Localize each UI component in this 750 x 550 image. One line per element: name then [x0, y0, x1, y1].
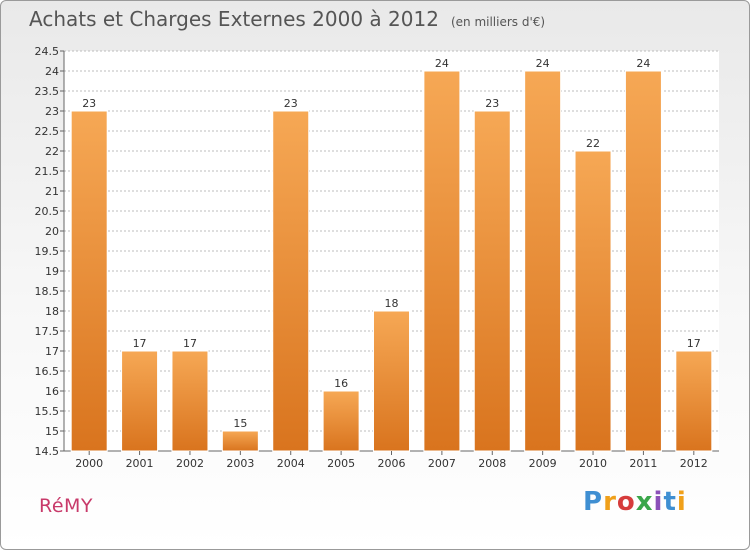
- logo-letter: i: [653, 487, 664, 517]
- data-label: 16: [334, 377, 348, 390]
- y-tick-label: 20.5: [35, 205, 60, 218]
- y-tick-label: 19: [45, 265, 59, 278]
- y-tick-label: 19.5: [35, 245, 60, 258]
- x-tick-label: 2001: [126, 457, 154, 470]
- y-tick-label: 22: [45, 145, 59, 158]
- x-tick-label: 2006: [378, 457, 406, 470]
- logo-letter: t: [663, 487, 677, 517]
- y-tick-label: 23.5: [35, 85, 60, 98]
- bar-2007: [423, 70, 461, 452]
- y-tick-label: 20: [45, 225, 59, 238]
- bar-2000: [70, 110, 108, 452]
- y-tick-label: 15.5: [35, 405, 60, 418]
- data-label: 24: [636, 57, 650, 70]
- bar-2008: [473, 110, 511, 452]
- data-label: 22: [586, 137, 600, 150]
- bar-2009: [524, 70, 562, 452]
- logo-letter: x: [635, 487, 654, 517]
- x-tick-label: 2000: [75, 457, 103, 470]
- chart-title-text: Achats et Charges Externes 2000 à 2012: [29, 7, 439, 31]
- y-tick-label: 16: [45, 385, 59, 398]
- data-label: 17: [183, 337, 197, 350]
- chart-unit: (en milliers d'€): [450, 15, 546, 29]
- data-label: 24: [536, 57, 550, 70]
- bar-2011: [624, 70, 662, 452]
- x-tick-label: 2010: [579, 457, 607, 470]
- y-tick-label: 22.5: [35, 125, 60, 138]
- data-label: 24: [435, 57, 449, 70]
- y-tick-label: 17.5: [35, 325, 60, 338]
- commune-name: RéMY: [39, 495, 94, 517]
- x-tick-label: 2008: [478, 457, 506, 470]
- y-tick-label: 24: [45, 65, 59, 78]
- y-tick-label: 18: [45, 305, 59, 318]
- bar-2002: [171, 350, 209, 452]
- data-label: 23: [485, 97, 499, 110]
- x-tick-label: 2005: [327, 457, 355, 470]
- logo-letter: o: [616, 487, 636, 517]
- y-tick-label: 17: [45, 345, 59, 358]
- y-tick-label: 21: [45, 185, 59, 198]
- chart-title: Achats et Charges Externes 2000 à 2012 (e…: [29, 7, 545, 31]
- x-tick-label: 2004: [277, 457, 305, 470]
- data-label: 15: [233, 417, 247, 430]
- data-label: 18: [385, 297, 399, 310]
- bar-2006: [373, 310, 410, 452]
- x-tick-label: 2011: [629, 457, 657, 470]
- y-tick-label: 18.5: [35, 285, 60, 298]
- data-label: 17: [133, 337, 147, 350]
- logo-letter: i: [676, 487, 687, 517]
- y-tick-label: 24.5: [35, 45, 60, 58]
- logo-letter: r: [603, 487, 617, 517]
- bar-2012: [675, 350, 713, 452]
- y-tick-label: 23: [45, 105, 59, 118]
- y-tick-label: 21.5: [35, 165, 60, 178]
- bar-2001: [121, 350, 159, 452]
- x-tick-label: 2009: [529, 457, 557, 470]
- x-tick-label: 2002: [176, 457, 204, 470]
- y-tick-label: 15: [45, 425, 59, 438]
- bar-2003: [221, 430, 259, 452]
- data-label: 23: [284, 97, 298, 110]
- bar-2004: [272, 110, 310, 452]
- x-tick-label: 2003: [226, 457, 254, 470]
- proxiti-logo: Proxiti: [583, 487, 687, 517]
- x-tick-label: 2012: [680, 457, 708, 470]
- y-tick-label: 16.5: [35, 365, 60, 378]
- bar-2005: [322, 390, 360, 452]
- logo-letter: P: [583, 487, 604, 517]
- bar-2010: [574, 150, 612, 452]
- y-tick-label: 14.5: [35, 445, 60, 458]
- x-tick-label: 2007: [428, 457, 456, 470]
- data-label: 17: [687, 337, 701, 350]
- data-label: 23: [82, 97, 96, 110]
